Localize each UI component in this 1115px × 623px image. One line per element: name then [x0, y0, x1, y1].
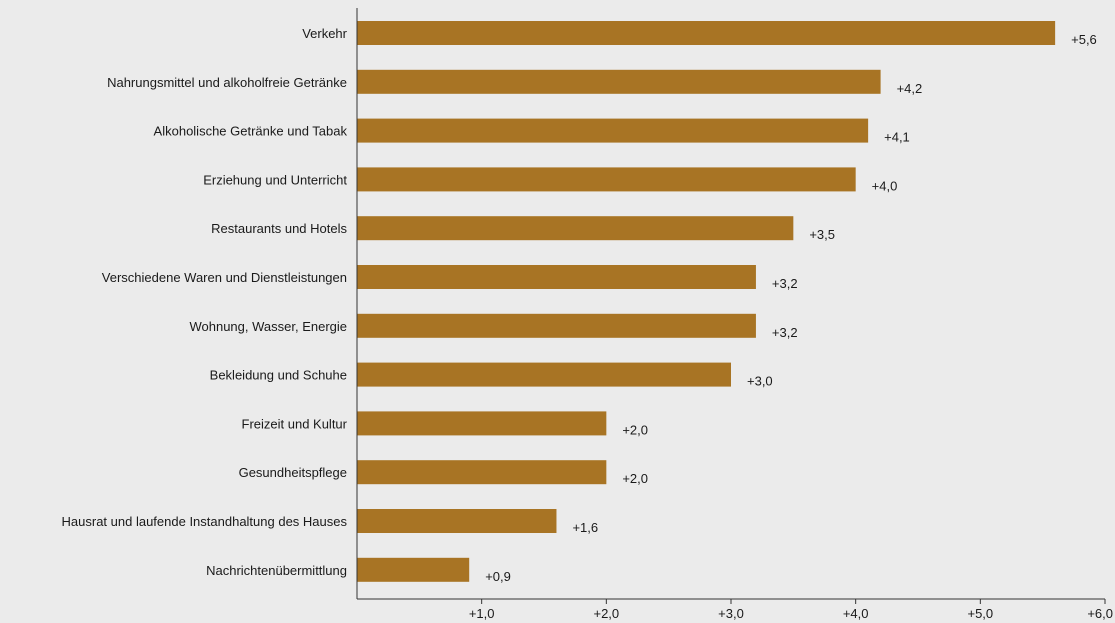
x-axis: +1,0 +2,0 +3,0 +4,0 +5,0 +6,0: [356, 8, 1113, 621]
value-label: +2,0: [622, 422, 648, 437]
value-label: +3,0: [747, 374, 773, 389]
category-label: Bekleidung und Schuhe: [210, 368, 347, 383]
category-label: Nahrungsmittel und alkoholfreie Getränke: [107, 75, 347, 90]
bar: [357, 265, 756, 289]
value-label: +4,2: [897, 81, 923, 96]
bar: [357, 69, 881, 94]
x-tick-label: +5,0: [967, 606, 993, 621]
value-labels: +5,6 +4,2 +4,1 +4,0 +3,5 +3,2 +3,2 +3,0 +2,0 +2,0…: [485, 32, 1097, 584]
bar: [357, 313, 756, 338]
category-label: Restaurants und Hotels: [211, 221, 347, 236]
bar: [357, 21, 1056, 45]
value-label: +3,5: [809, 227, 835, 242]
category-label: Erziehung und Unterricht: [203, 172, 347, 187]
bar: [357, 216, 794, 241]
category-label: Nachrichtenübermittlung: [206, 563, 347, 578]
x-tick-label: +2,0: [593, 606, 619, 621]
category-label: Hausrat und laufende Instandhaltung des …: [62, 514, 348, 529]
category-label: Verschiedene Waren und Dienstleistungen: [102, 270, 347, 285]
x-tick-label: +6,0: [1087, 606, 1113, 621]
value-label: +1,6: [572, 520, 598, 535]
x-tick-label: +4,0: [843, 606, 869, 621]
value-label: +0,9: [485, 569, 511, 584]
bar: [357, 167, 856, 192]
category-labels: Verkehr Nahrungsmittel und alkoholfreie G…: [62, 26, 348, 578]
value-label: +2,0: [622, 471, 648, 486]
x-tick-label: +3,0: [718, 606, 744, 621]
bars-layer: [357, 21, 1056, 582]
value-label: +4,0: [872, 178, 898, 193]
value-label: +3,2: [772, 276, 798, 291]
category-label: Wohnung, Wasser, Energie: [189, 319, 347, 334]
x-tick-label: +1,0: [469, 606, 495, 621]
bar: [357, 118, 869, 143]
bar: [357, 362, 731, 387]
category-label: Gesundheitspflege: [239, 465, 347, 480]
value-label: +3,2: [772, 325, 798, 340]
value-label: +4,1: [884, 130, 910, 145]
bar: [357, 509, 557, 533]
bar: [357, 411, 607, 436]
category-label: Verkehr: [302, 26, 347, 41]
category-label: Alkoholische Getränke und Tabak: [154, 124, 348, 139]
bar: [357, 557, 470, 582]
value-label: +5,6: [1071, 32, 1097, 47]
category-label: Freizeit und Kultur: [242, 416, 348, 431]
bar: [357, 460, 607, 485]
